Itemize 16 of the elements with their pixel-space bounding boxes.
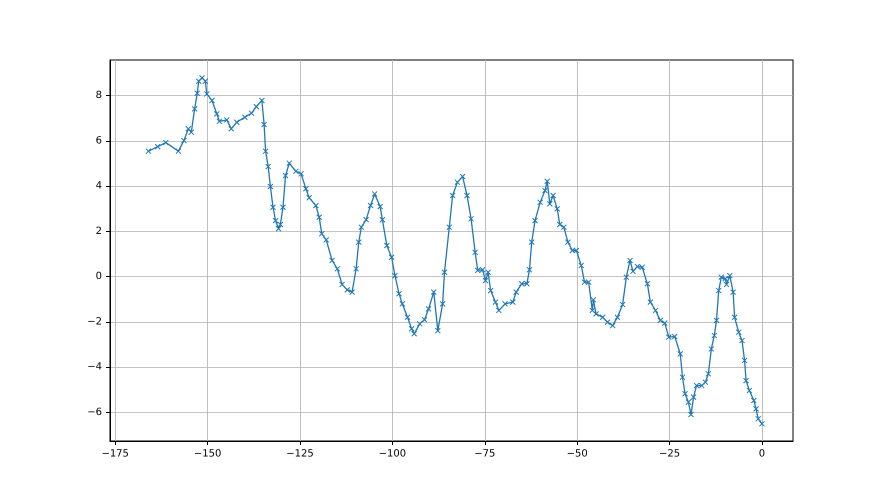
- y-tick-label: 2: [96, 226, 102, 237]
- y-tick-label: 6: [96, 135, 102, 146]
- x-tick-label: −150: [194, 448, 222, 460]
- y-tick-label: −2: [87, 316, 102, 328]
- x-tick-label: −100: [378, 448, 406, 460]
- x-tick-label: −75: [474, 448, 496, 460]
- x-tick-label: 0: [758, 448, 766, 460]
- y-tick-label: −4: [87, 362, 102, 373]
- y-tick-label: 8: [96, 90, 102, 102]
- x-tick-label: −50: [566, 448, 588, 460]
- x-tick-label: −25: [659, 448, 680, 460]
- x-tick-label: −125: [286, 448, 314, 460]
- y-tick-label: 0: [96, 271, 102, 282]
- y-tick-label: −6: [87, 406, 102, 418]
- y-tick-label: 4: [96, 180, 102, 192]
- x-tick-label: −175: [101, 448, 129, 460]
